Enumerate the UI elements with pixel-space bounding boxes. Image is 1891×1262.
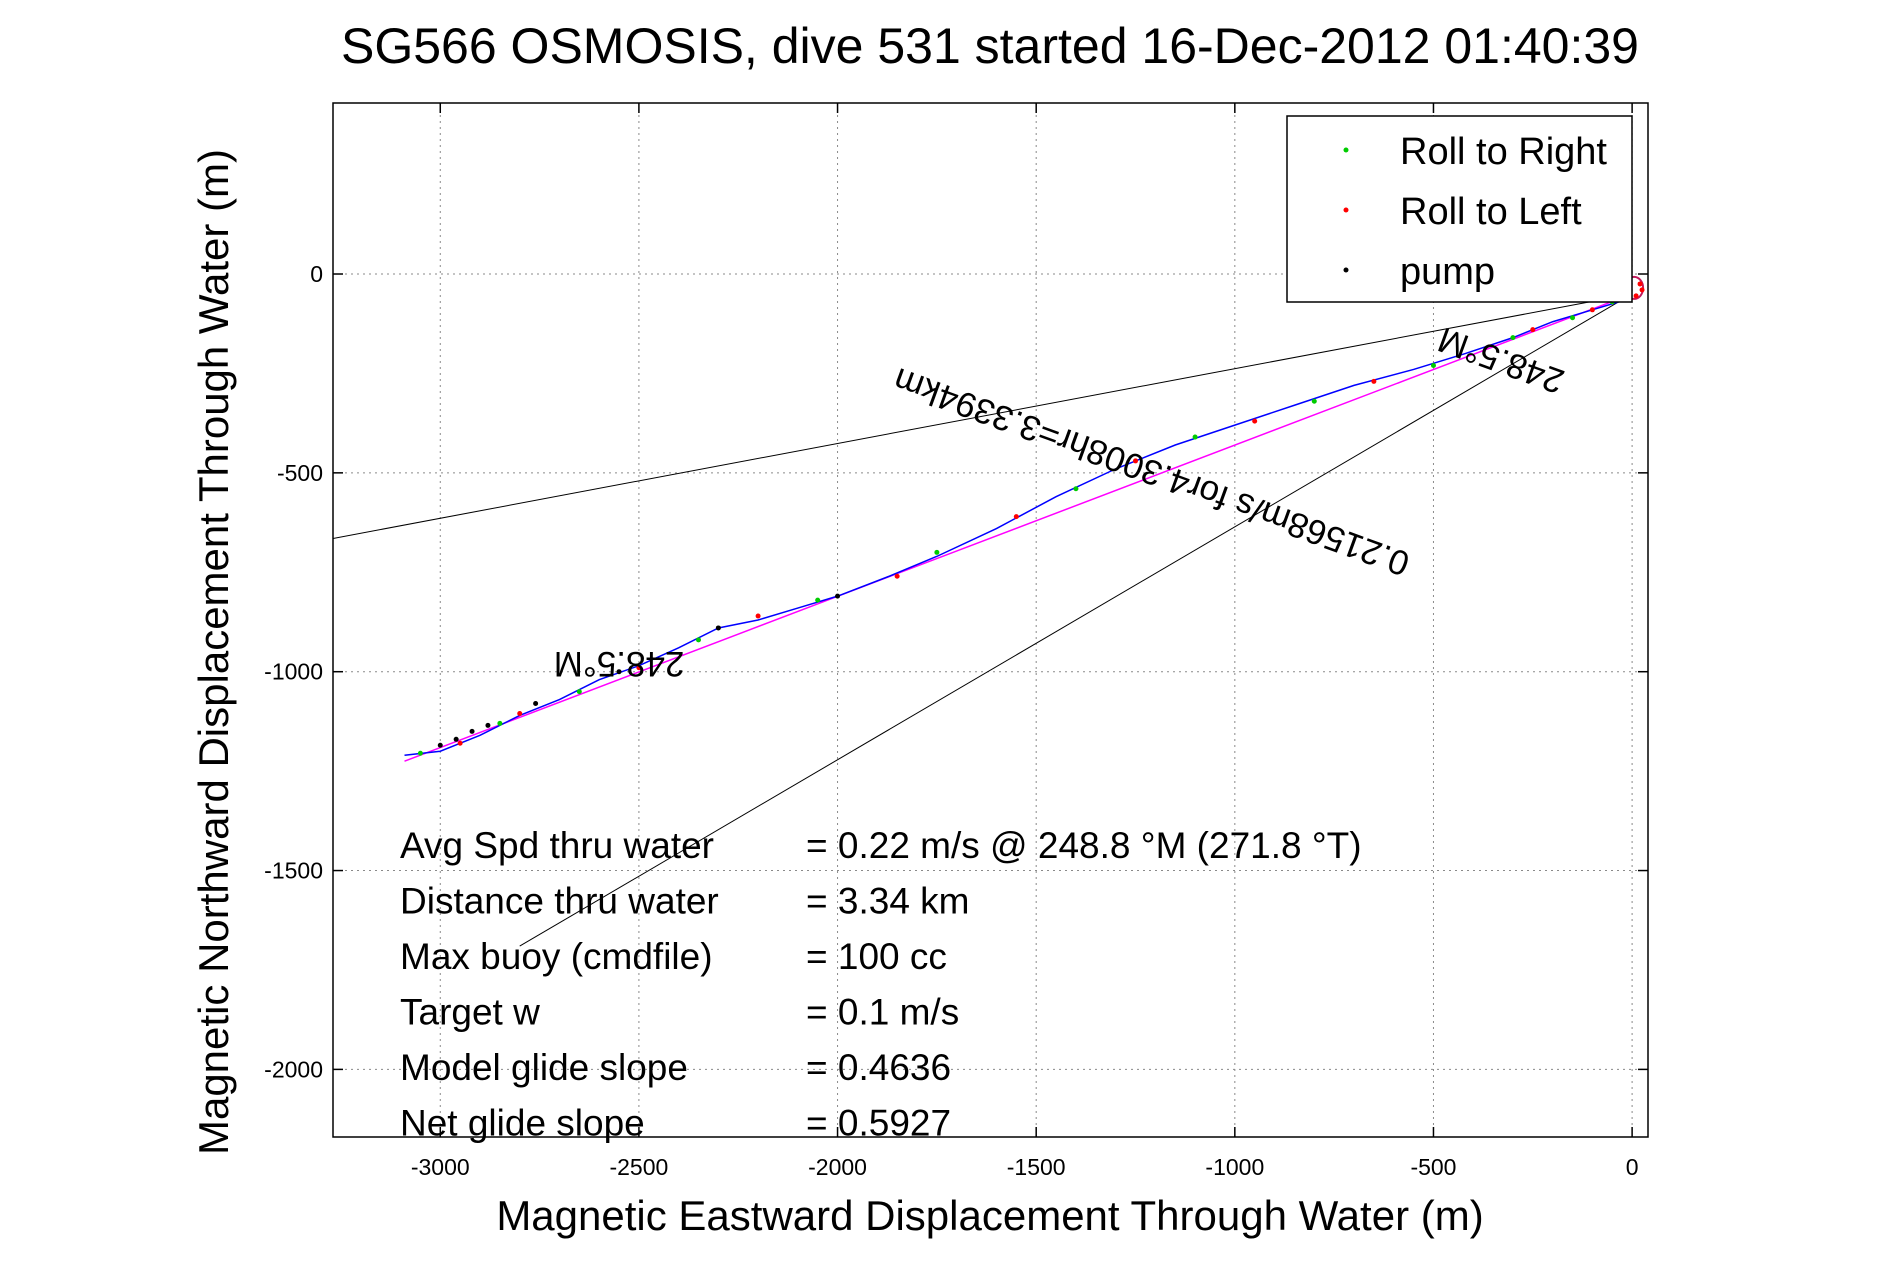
roll-right-point <box>576 689 582 695</box>
legend-label: Roll to Left <box>1400 191 1582 233</box>
roll-left-point <box>894 573 900 579</box>
stat-label: Max buoy (cmdfile) <box>400 936 713 977</box>
x-tick-label: -1000 <box>1205 1154 1264 1180</box>
roll-left-point <box>755 613 761 619</box>
roll-right-point <box>497 720 503 726</box>
legend-marker <box>1343 207 1349 213</box>
pump-point <box>437 742 443 748</box>
plot-annotation: 0.21568m/s for4.3008hr=3.3394km <box>888 360 1414 583</box>
roll-left-point <box>636 665 642 671</box>
x-tick-label: -3000 <box>411 1154 470 1180</box>
legend-marker <box>1343 267 1349 273</box>
roll-right-point <box>1192 434 1198 440</box>
pump-point <box>533 701 539 707</box>
legend-label: pump <box>1400 251 1495 293</box>
roll-left-point <box>457 740 463 746</box>
y-axis-label: Magnetic Northward Displacement Through … <box>190 149 237 1155</box>
model-line <box>404 293 1633 762</box>
pump-point <box>453 736 459 742</box>
roll-left-point <box>1633 293 1639 299</box>
stat-value: = 100 cc <box>806 936 947 977</box>
roll-right-point <box>934 549 940 555</box>
stat-value: = 0.4636 <box>806 1047 951 1088</box>
plot-annotation: 248.5°M <box>554 644 685 683</box>
stat-label: Target w <box>400 992 540 1033</box>
legend-label: Roll to Right <box>1400 131 1607 173</box>
clipped-series <box>333 293 1633 947</box>
envelope-line <box>333 293 1633 539</box>
y-tick-label: -500 <box>277 460 323 486</box>
roll-left-point <box>1530 327 1536 333</box>
plot-frame <box>332 102 1649 1138</box>
stats-block: Avg Spd thru water = 0.22 m/s @ 248.8 °M … <box>400 825 1362 1144</box>
roll-right-point <box>1430 362 1436 368</box>
x-tick-label: -2500 <box>609 1154 668 1180</box>
y-tick-label: -1500 <box>264 858 323 884</box>
x-tick-label: -2000 <box>808 1154 867 1180</box>
roll-left-point <box>1013 514 1019 520</box>
x-tick-label: -500 <box>1410 1154 1456 1180</box>
legend-marker <box>1343 147 1349 153</box>
pump-point <box>715 625 721 631</box>
grid-layer <box>333 103 1648 1137</box>
roll-right-point <box>815 597 821 603</box>
roll-left-point <box>1639 287 1645 293</box>
roll-right-point <box>1570 315 1576 321</box>
legend: Roll to Right Roll to Left pump <box>1286 115 1633 303</box>
stat-value: = 0.22 m/s @ 248.8 °M (271.8 °T) <box>806 825 1362 866</box>
tick-layer: -3000 -2500 -2000 -1500 -1000 -500 0 0 -500 -1000… <box>264 103 1648 1180</box>
roll-left-point <box>1371 378 1377 384</box>
roll-left-point <box>1589 307 1595 313</box>
roll-right-point <box>1073 486 1079 492</box>
roll-left-point <box>1637 281 1643 287</box>
roll-left-point <box>1133 458 1139 464</box>
x-axis-label: Magnetic Eastward Displacement Through W… <box>496 1192 1483 1239</box>
pump-point <box>616 669 622 675</box>
roll-right-point <box>417 750 423 756</box>
stat-label: Distance thru water <box>400 881 719 922</box>
envelope-line <box>519 293 1633 947</box>
roll-left-point <box>1252 418 1258 424</box>
y-tick-label: -1000 <box>264 659 323 685</box>
roll-right-point <box>695 637 701 643</box>
roll-right-point <box>1510 335 1516 341</box>
stat-value: = 3.34 km <box>806 881 970 922</box>
pump-point <box>835 593 841 599</box>
plot-annotation: 248.5°M <box>1433 320 1569 401</box>
dive-track-line <box>404 297 1633 756</box>
y-tick-label: 0 <box>310 261 323 287</box>
legend-entries: Roll to Right Roll to Left pump <box>1343 131 1607 293</box>
chart-title: SG566 OSMOSIS, dive 531 started 16-Dec-2… <box>341 18 1639 74</box>
stat-value: = 0.1 m/s <box>806 992 959 1033</box>
pump-point <box>485 722 491 728</box>
x-tick-label: -1500 <box>1007 1154 1066 1180</box>
roll-left-point <box>517 710 523 716</box>
stat-label: Avg Spd thru water <box>400 825 714 866</box>
roll-right-point <box>1311 398 1317 404</box>
pump-point <box>469 728 475 734</box>
x-tick-label: 0 <box>1626 1154 1639 1180</box>
data-layer <box>333 275 1645 947</box>
y-tick-label: -2000 <box>264 1056 323 1082</box>
stat-label: Model glide slope <box>400 1047 688 1088</box>
